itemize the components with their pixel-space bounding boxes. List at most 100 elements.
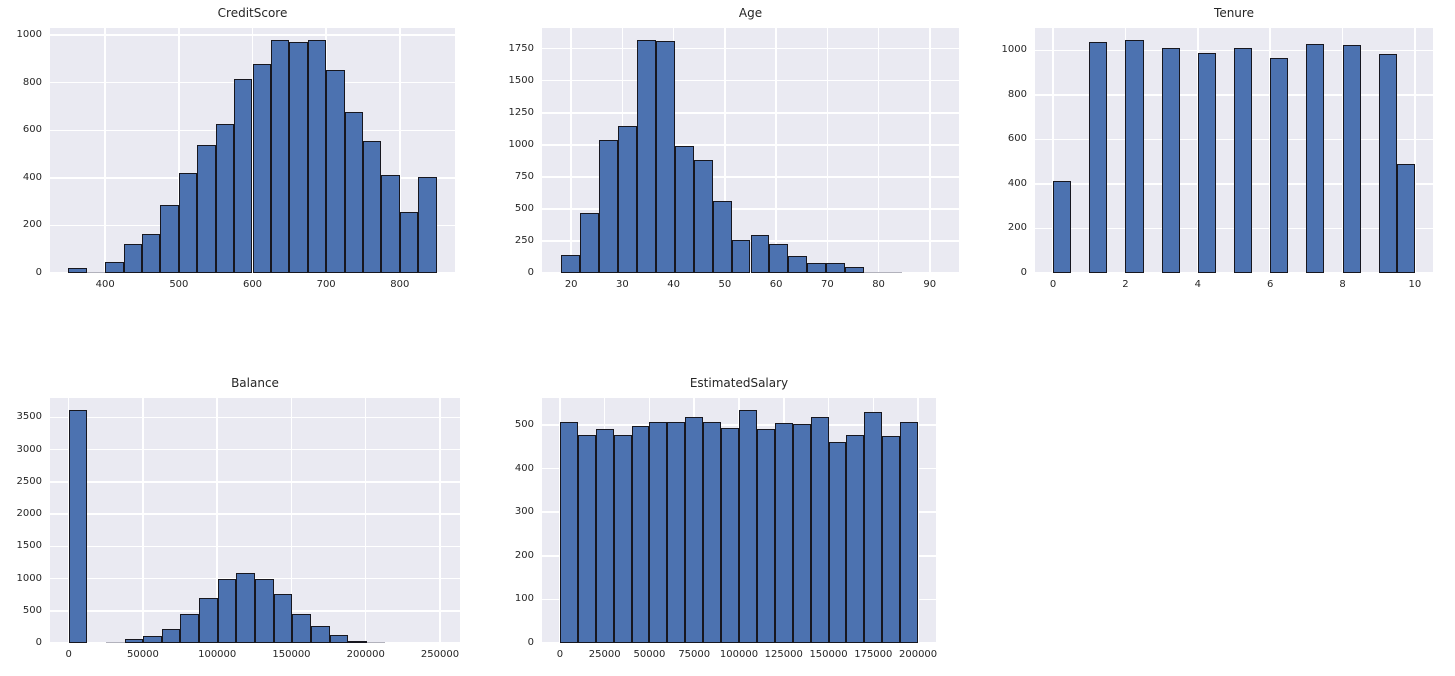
histogram-bar	[418, 176, 437, 273]
y-gridline	[50, 448, 460, 451]
x-gridline	[877, 28, 880, 273]
chart-title-age: Age	[738, 6, 763, 20]
y-tick-label: 0	[1020, 267, 1027, 278]
y-tick-label: 1000	[16, 572, 42, 584]
histogram-bar	[1342, 44, 1361, 273]
x-gridline	[216, 398, 218, 643]
y-tick-label: 0	[35, 267, 42, 278]
x-tick-label: 800	[390, 279, 410, 290]
histogram-bar	[1270, 57, 1289, 273]
x-tick-label: 30	[616, 279, 629, 290]
x-gridline	[399, 28, 401, 273]
histogram-bar	[617, 126, 637, 273]
histogram-bar	[180, 614, 200, 643]
histogram-bar	[1306, 44, 1325, 273]
histogram-bar	[255, 578, 274, 643]
x-gridline	[775, 28, 777, 273]
y-tick-label: 400	[1007, 177, 1027, 189]
y-tick-label: 500	[22, 604, 42, 616]
histogram-bar	[560, 255, 580, 273]
chart-creditscore: CreditScore 0 200 400 600 800 1000 400 500 600 70…	[17, 6, 455, 290]
x-tick-label: 0	[1049, 279, 1057, 290]
histogram-bar	[636, 39, 656, 273]
y-gridline	[50, 545, 460, 548]
histogram-bar	[215, 123, 235, 273]
y-tick-label: 300	[514, 506, 534, 518]
y-tick-label: 1000	[508, 138, 534, 150]
y-tick-label: 1500	[16, 540, 42, 552]
histogram-bar	[344, 112, 363, 273]
histogram-bar	[270, 39, 290, 273]
y-tick-label: 200	[1007, 222, 1027, 234]
x-tick-label: 500	[169, 279, 189, 290]
y-tick-label: 100	[514, 593, 534, 605]
y-gridline	[50, 416, 460, 419]
y-gridline	[50, 642, 460, 644]
histogram-bar-tiny	[864, 271, 884, 273]
chart-balance: Balance 0 500 1000 1500 2000 2500 3000 3500 0 500…	[17, 376, 460, 660]
x-tick-label: 2	[1122, 279, 1129, 290]
histogram-bar	[68, 268, 87, 273]
x-gridline	[439, 398, 441, 643]
histogram-bar	[178, 173, 198, 273]
histogram-bar	[828, 441, 847, 643]
histogram-bar	[631, 426, 650, 643]
histogram-bar	[750, 235, 770, 273]
y-gridline	[50, 481, 460, 483]
histogram-bar	[845, 267, 865, 273]
y-tick-label: 0	[35, 637, 42, 648]
y-tick-label: 3000	[16, 443, 42, 455]
y-tick-label: 0	[527, 267, 534, 278]
y-tick-label: 400	[22, 171, 42, 183]
x-gridline	[104, 28, 106, 273]
y-tick-label: 400	[514, 462, 534, 474]
x-tick-label: 60	[769, 279, 783, 290]
y-tick-label: 1500	[508, 74, 534, 86]
x-gridline	[724, 28, 726, 273]
histogram-bar	[613, 435, 632, 643]
y-gridline	[542, 208, 959, 210]
x-tick-label: 200000	[898, 649, 938, 660]
x-tick-label: 25000	[588, 649, 621, 660]
histogram-bar	[769, 244, 789, 273]
histogram-bar	[105, 261, 124, 273]
y-tick-label: 1000	[1001, 44, 1027, 56]
x-tick-label: 700	[316, 279, 336, 290]
histogram-bar	[310, 625, 330, 643]
histogram-bar	[197, 144, 216, 273]
x-tick-label: 40	[667, 279, 681, 290]
histogram-bar	[362, 141, 382, 273]
histogram-bar	[1053, 181, 1072, 273]
histogram-bar	[739, 409, 757, 643]
y-tick-label: 250	[514, 234, 534, 246]
histogram-bar	[326, 70, 345, 273]
y-tick-label: 200	[514, 549, 534, 561]
y-gridline	[50, 272, 455, 274]
x-tick-label: 0	[65, 649, 72, 660]
chart-title-tenure: Tenure	[1214, 6, 1254, 20]
x-gridline	[929, 28, 931, 273]
histogram-bar	[399, 212, 419, 273]
x-tick-label: 400	[95, 279, 115, 290]
chart-title-estimatedsalary: EstimatedSalary	[689, 376, 789, 390]
histogram-bar	[68, 409, 88, 643]
histogram-bar	[217, 578, 237, 643]
y-tick-label: 800	[1007, 88, 1027, 100]
histogram-bar-tiny	[883, 271, 903, 273]
histogram-bar	[774, 423, 793, 643]
y-tick-label: 500	[514, 419, 534, 431]
histogram-bar	[381, 175, 400, 273]
histogram-bar	[142, 233, 161, 273]
histogram-bar	[234, 79, 253, 273]
x-tick-label: 4	[1194, 279, 1201, 290]
x-gridline	[290, 398, 293, 643]
y-tick-label: 2000	[16, 508, 42, 520]
histogram-bar	[826, 263, 846, 273]
histogram-bar	[882, 435, 901, 643]
x-tick-label: 70	[820, 279, 834, 290]
x-tick-label: 75000	[678, 649, 711, 660]
y-tick-label: 600	[1007, 133, 1027, 145]
x-tick-label: 90	[923, 279, 937, 290]
chart-title-balance: Balance	[231, 376, 279, 390]
histogram-bar	[900, 421, 919, 643]
